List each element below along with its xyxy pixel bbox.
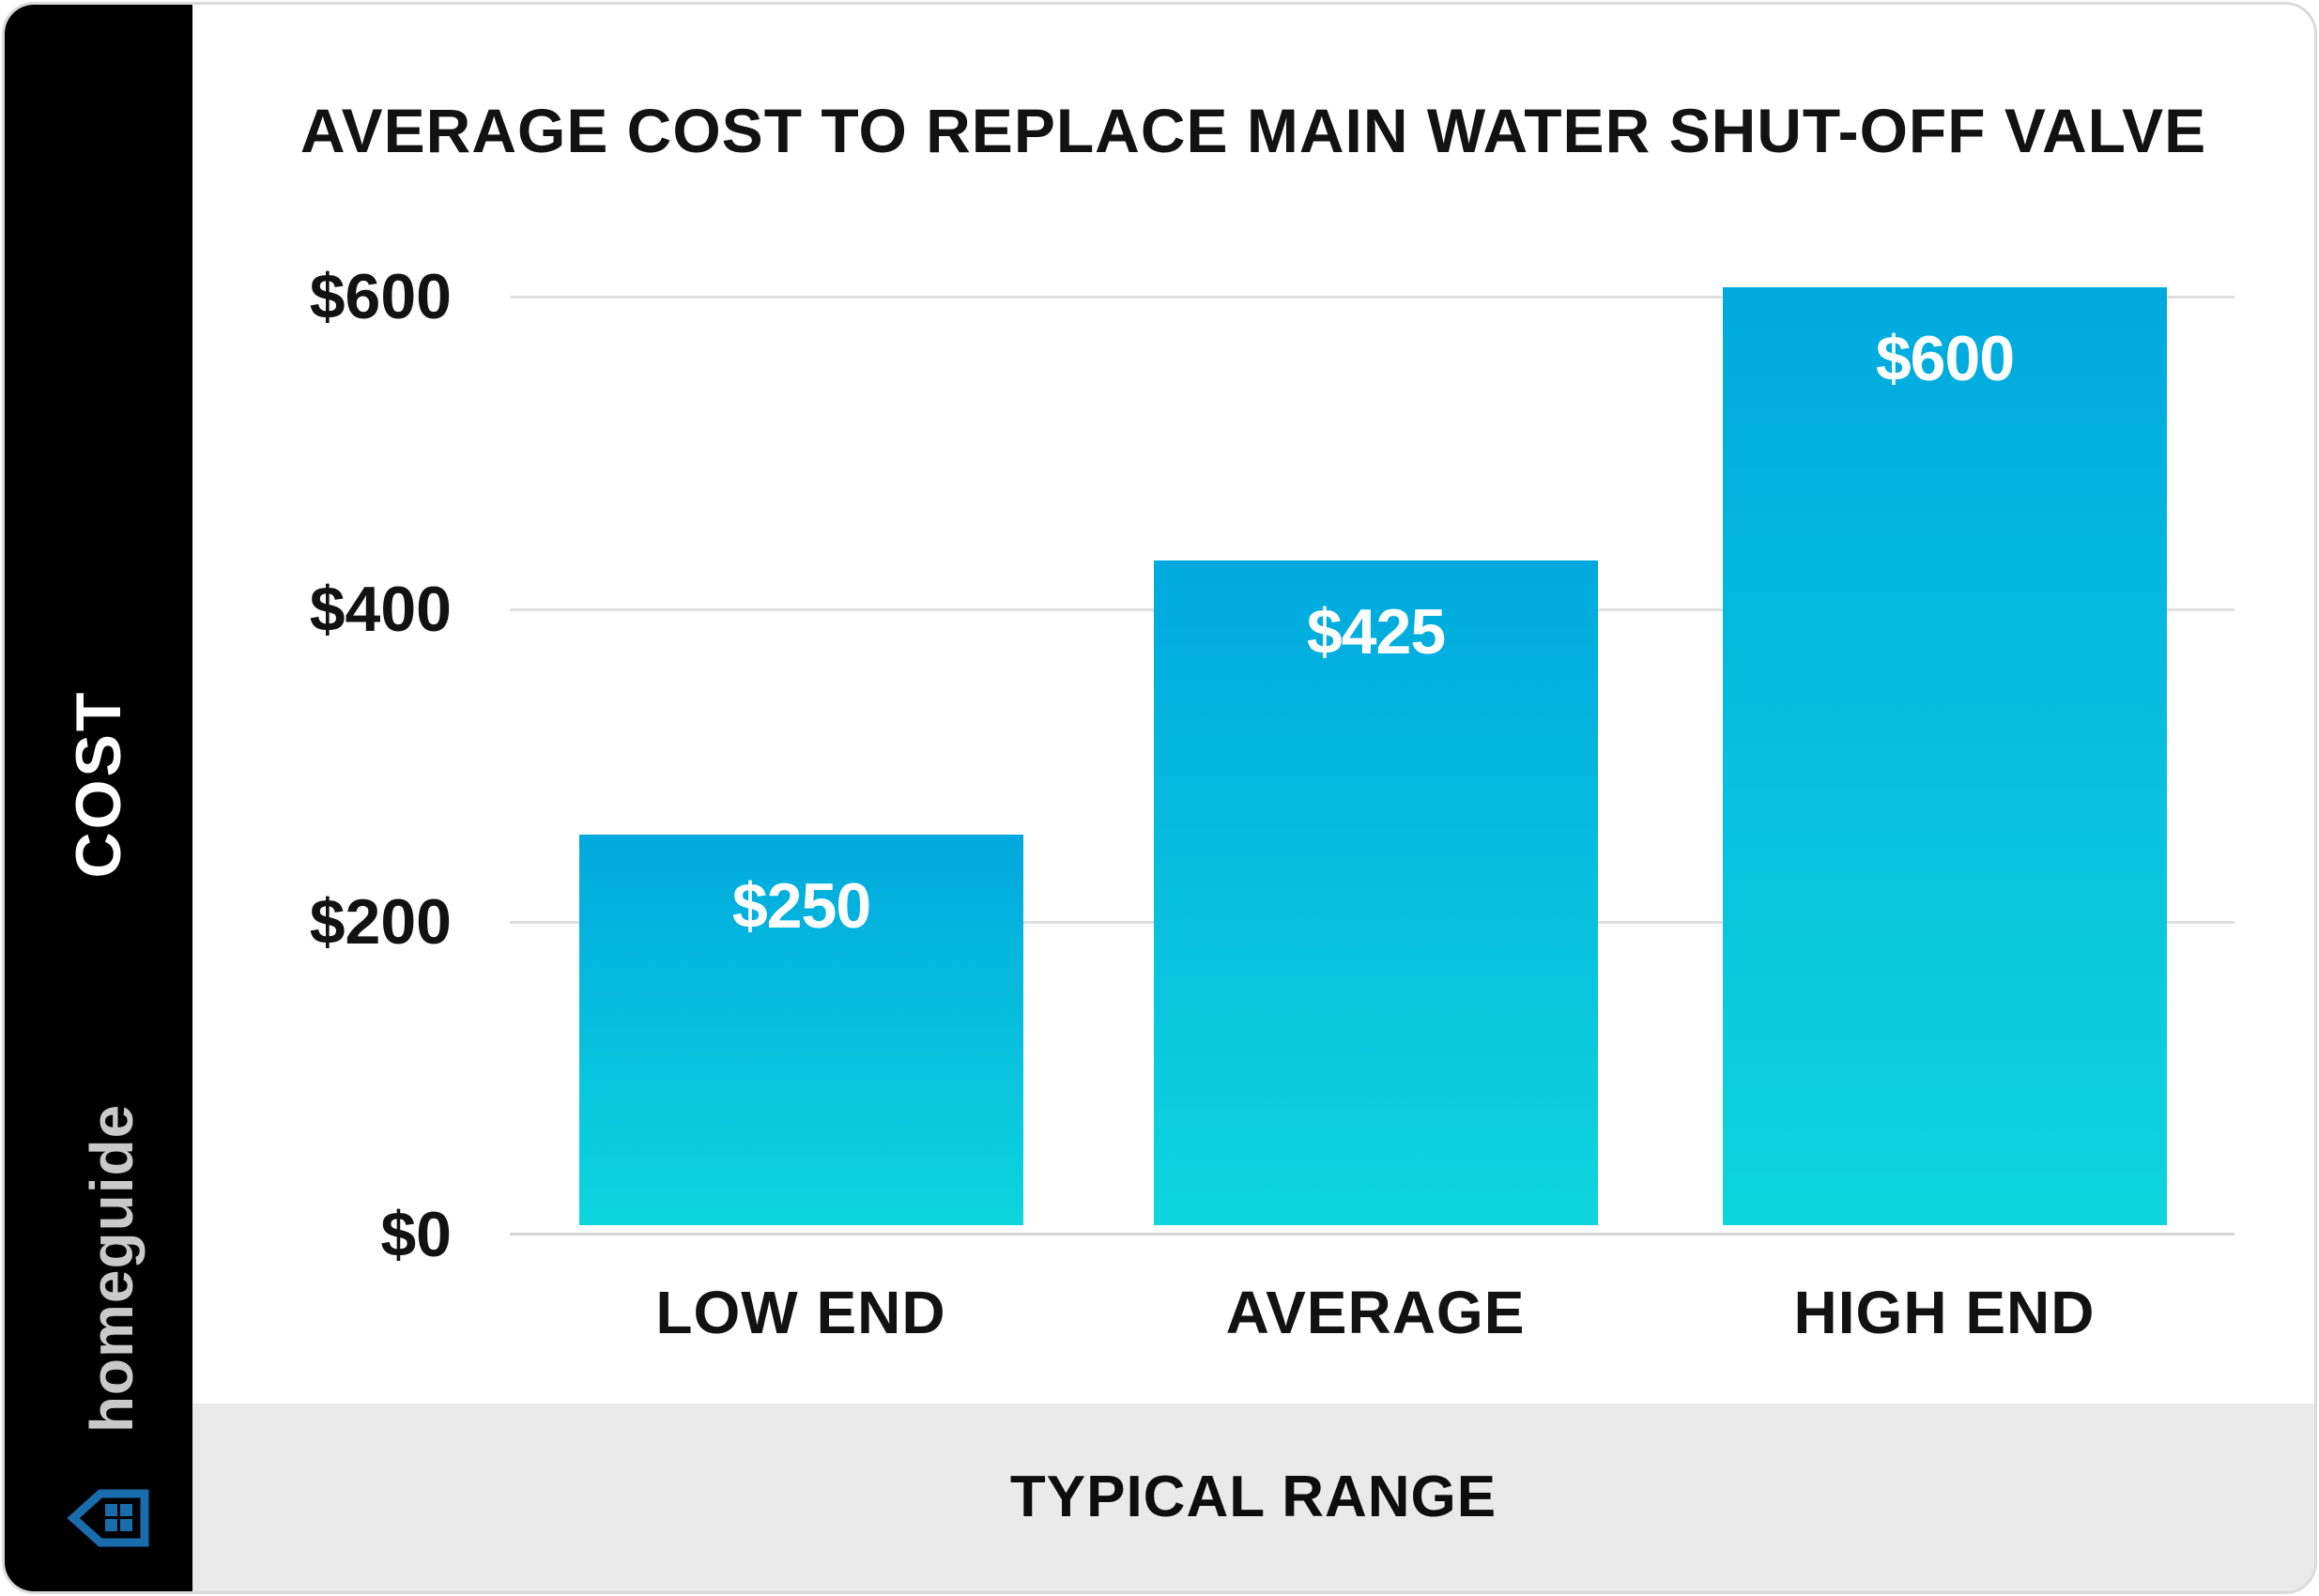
x-tick-label-high-end: HIGH END: [1793, 1279, 2096, 1346]
x-axis-title-strip: TYPICAL RANGE: [192, 1404, 2314, 1591]
bar-value-label: $425: [1306, 596, 1446, 668]
chart-title: AVERAGE COST TO REPLACE MAIN WATER SHUT-…: [299, 96, 2207, 165]
bar-value-label: $600: [1875, 323, 2015, 394]
sidebar: COST homeguide: [5, 5, 192, 1591]
y-axis-title: COST: [63, 689, 134, 879]
bar-value-label: $250: [731, 870, 871, 942]
y-tick-label-600: $600: [309, 261, 452, 332]
bar-average: $425: [1154, 560, 1598, 1225]
bar-low-end: $250: [579, 835, 1023, 1225]
x-axis-title: TYPICAL RANGE: [1009, 1465, 1497, 1529]
brand-wordmark: homeguide: [78, 1103, 146, 1434]
x-tick-label-average: AVERAGE: [1225, 1279, 1526, 1346]
x-axis-baseline: [510, 1233, 2235, 1235]
y-tick-label-0: $0: [380, 1199, 452, 1270]
gridline-600: [510, 296, 2235, 299]
homeguide-house-icon: [65, 1485, 151, 1551]
chart-area: AVERAGE COST TO REPLACE MAIN WATER SHUT-…: [192, 5, 2314, 1591]
x-tick-label-low-end: LOW END: [655, 1279, 946, 1346]
y-tick-label-200: $200: [309, 886, 452, 958]
y-tick-label-400: $400: [309, 574, 452, 645]
bar-high-end: $600: [1723, 287, 2167, 1225]
